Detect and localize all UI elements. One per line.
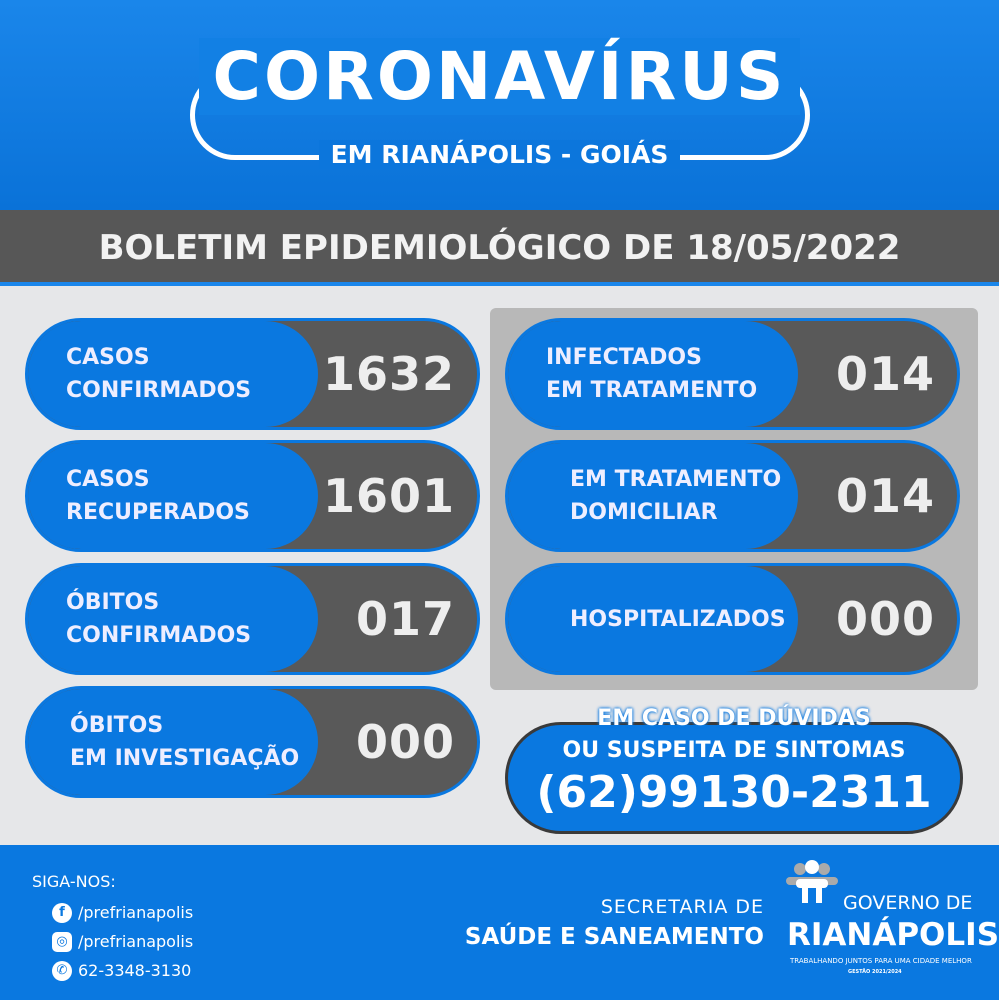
whatsapp-link[interactable]: ✆ 62-3348-3130 [52,961,191,981]
stat-deaths-investigation: ÓBITOS EM INVESTIGAÇÃO 000 [25,686,480,798]
facebook-link[interactable]: f/prefrianapolis [52,903,193,923]
bulletin-title: BOLETIM EPIDEMIOLÓGICO DE 18/05/2022 [0,210,999,286]
contact-box: EM CASO DE DÚVIDAS OU SUSPEITA DE SINTOM… [505,706,963,834]
whatsapp-icon: ✆ [52,961,72,981]
stat-infected: INFECTADOS EM TRATAMENTO 014 [505,318,960,430]
city-logo-icon [786,860,838,903]
header: CORONAVÍRUS EM RIANÁPOLIS - GOIÁS [0,0,999,210]
stat-deaths: ÓBITOS CONFIRMADOS 017 [25,563,480,675]
page-subtitle: EM RIANÁPOLIS - GOIÁS [0,140,999,169]
footer: SIGA-NOS: f/prefrianapolis ◎/prefrianapo… [0,845,999,1000]
stat-home-treatment: EM TRATAMENTO DOMICILIAR 014 [505,440,960,552]
stat-recovered: CASOS RECUPERADOS 1601 [25,440,480,552]
instagram-link[interactable]: ◎/prefrianapolis [52,932,193,952]
stat-hospitalized: HOSPITALIZADOS 000 [505,563,960,675]
stat-confirmed: CASOS CONFIRMADOS 1632 [25,318,480,430]
instagram-icon: ◎ [52,932,72,952]
phone-number[interactable]: (62)99130-2311 [536,767,932,818]
page-title: CORONAVÍRUS [0,38,999,115]
facebook-icon: f [52,903,72,923]
